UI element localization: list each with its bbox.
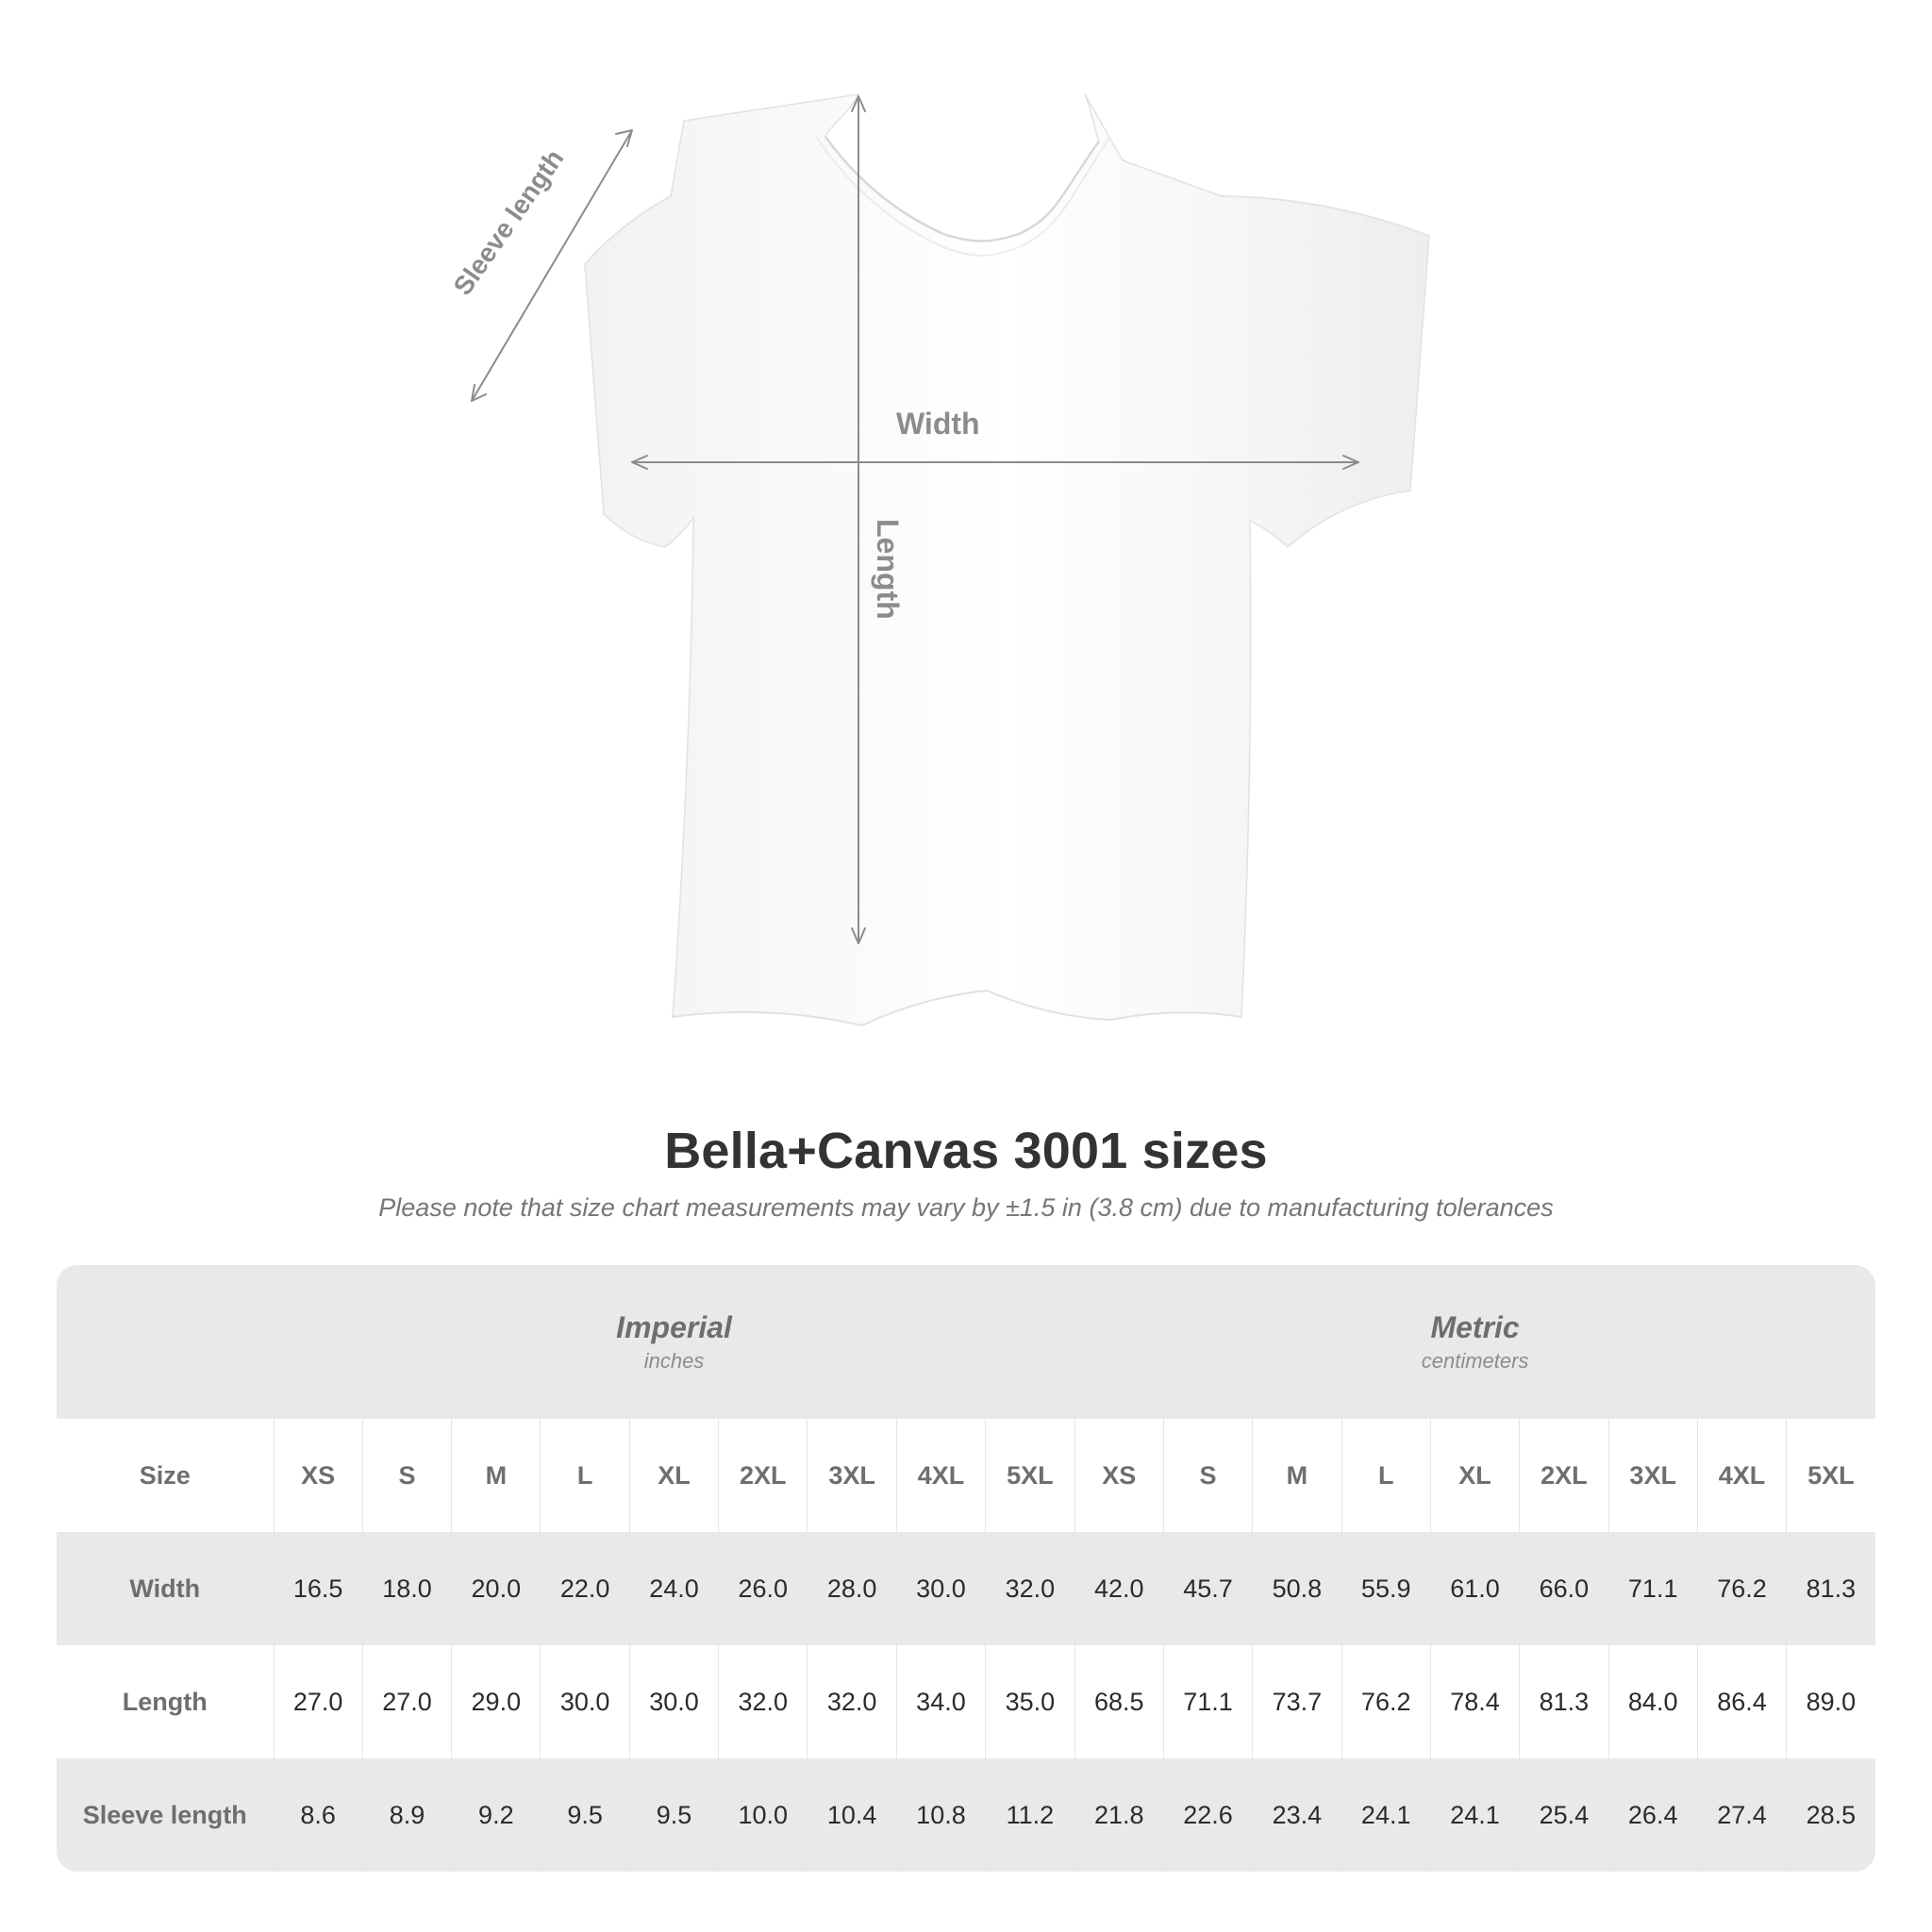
svg-text:Width: Width [896,407,980,441]
svg-text:Sleeve length: Sleeve length [448,144,570,301]
svg-text:Length: Length [871,519,905,620]
